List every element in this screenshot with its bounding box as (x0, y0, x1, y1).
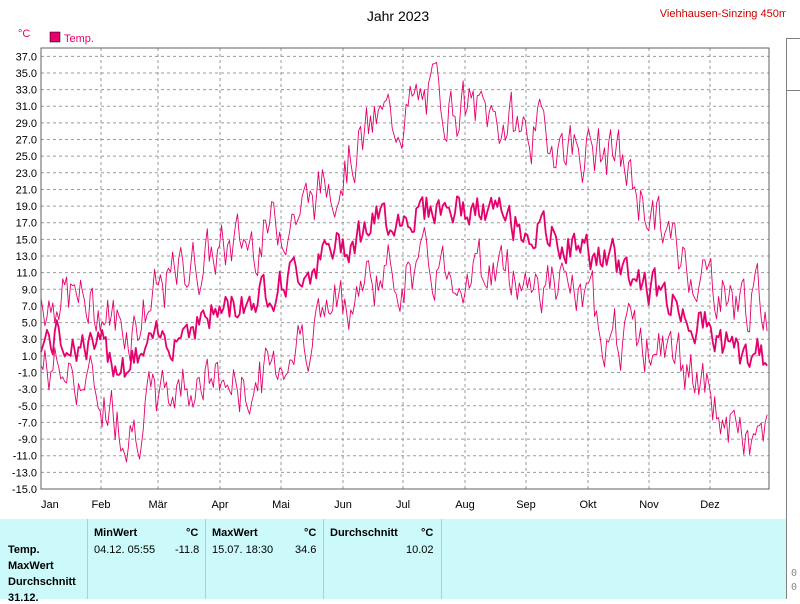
stats-divider (323, 519, 324, 599)
y-tick-label: 29.0 (16, 118, 37, 130)
x-tick-label: Mär (149, 499, 168, 511)
max-header: MaxWert (212, 527, 258, 539)
x-axis-months: Jan Feb Mär Apr Mai Jun Jul Aug Sep Okt Nov Dez (41, 499, 720, 511)
stats-divider (205, 519, 206, 599)
edge-text: 0 (791, 568, 798, 579)
y-axis-ticks: 37.0 35.0 33.0 31.0 29.0 27.0 25.0 23.0 21.0 19.0… (12, 51, 37, 496)
y-tick-label: -1.0 (18, 368, 37, 380)
row-label-temp: Temp. (8, 544, 40, 556)
x-tick-label: Nov (639, 499, 659, 511)
row-label-date: 31.12. (8, 592, 39, 604)
y-tick-label: 15.0 (16, 234, 37, 246)
x-tick-label: Jun (334, 499, 352, 511)
legend-label: Temp. (64, 33, 94, 45)
x-tick-label: Jan (41, 499, 59, 511)
y-tick-label: 35.0 (16, 68, 37, 80)
edge-line (786, 38, 787, 599)
x-tick-label: Mai (272, 499, 290, 511)
y-tick-label: -9.0 (18, 434, 37, 446)
x-tick-label: Aug (455, 499, 475, 511)
y-tick-label: 1.0 (22, 351, 37, 363)
row-label-durchschnitt: Durchschnitt (8, 576, 76, 588)
y-tick-label: 25.0 (16, 151, 37, 163)
y-tick-label: 3.0 (22, 334, 37, 346)
y-tick-label: -3.0 (18, 384, 37, 396)
y-tick-label: 23.0 (16, 168, 37, 180)
y-tick-label: 11.0 (16, 268, 37, 280)
series-line-mean (40, 195, 768, 378)
avg-unit: °C (421, 527, 434, 539)
series-line-max (40, 61, 768, 362)
y-tick-label: 13.0 (16, 251, 37, 263)
max-date: 15.07. 18:30 (212, 544, 274, 556)
plot-border (40, 47, 770, 490)
min-date: 04.12. 05:55 (94, 544, 156, 556)
y-tick-label: 21.0 (16, 184, 37, 196)
max-unit: °C (304, 527, 317, 539)
x-tick-label: Dez (700, 499, 720, 511)
grid (41, 48, 769, 489)
min-unit: °C (186, 527, 199, 539)
temperature-chart: 37.0 35.0 33.0 31.0 29.0 27.0 25.0 23.0 21.0 19.0… (12, 8, 786, 511)
stats-divider (441, 519, 442, 599)
y-tick-label: -5.0 (18, 401, 37, 413)
edge-line (786, 90, 800, 91)
y-tick-label: 33.0 (16, 85, 37, 97)
edge-text: 0 (791, 582, 798, 593)
series-line-min (40, 226, 768, 463)
x-tick-label: Feb (92, 499, 111, 511)
y-tick-label: 27.0 (16, 135, 37, 147)
x-tick-label: Okt (579, 499, 596, 511)
y-tick-label: -15.0 (12, 484, 37, 496)
y-tick-label: 37.0 (16, 51, 37, 63)
y-tick-label: -13.0 (12, 467, 37, 479)
y-tick-label: 9.0 (22, 284, 37, 296)
row-label-maxwert: MaxWert (8, 560, 54, 572)
legend-swatch (49, 31, 61, 43)
stats-panel: Temp. MaxWert Durchschnitt 31.12. MinWer… (0, 519, 786, 604)
y-tick-label: -7.0 (18, 417, 37, 429)
min-header: MinWert (94, 527, 138, 539)
min-value: -11.8 (175, 544, 200, 556)
y-tick-label: 5.0 (22, 318, 37, 330)
chart-title: Jahr 2023 (367, 8, 429, 24)
avg-header: Durchschnitt (330, 527, 398, 539)
series-temp (40, 61, 768, 463)
edge-line (786, 38, 800, 39)
stats-divider (87, 519, 88, 599)
max-value: 34.6 (295, 544, 317, 556)
y-tick-label: 17.0 (16, 218, 37, 230)
y-tick-label: -11.0 (13, 451, 37, 463)
y-tick-label: 19.0 (16, 201, 37, 213)
x-tick-label: Jul (396, 499, 410, 511)
x-tick-label: Apr (211, 499, 228, 511)
x-tick-label: Sep (516, 499, 536, 511)
y-tick-label: 7.0 (22, 301, 37, 313)
window-edge (786, 0, 800, 599)
avg-value: 10.02 (406, 544, 434, 556)
station-name: Viehhausen-Sinzing 450m (660, 8, 786, 20)
y-tick-label: 31.0 (16, 101, 37, 113)
y-axis-unit: °C (18, 28, 30, 40)
